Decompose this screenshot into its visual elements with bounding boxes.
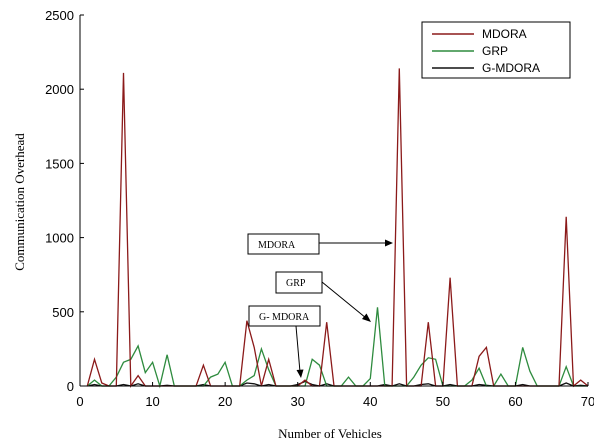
- tick-labels: 0 10 20 30 40 50 60 70 0 500 1000 1500 2000 2500: [45, 8, 594, 409]
- annotations: MDORA GRP G- MDORA: [247, 233, 393, 378]
- annotation-arrowhead-mdora: [385, 239, 393, 247]
- annotation-text-grp: GRP: [286, 278, 306, 289]
- x-tick-label: 40: [363, 394, 377, 409]
- x-tick-label: 20: [218, 394, 232, 409]
- plot-area: [86, 68, 589, 389]
- annotation-arrowhead-grp: [362, 313, 371, 322]
- annotation-box-gmdora: [248, 305, 321, 327]
- x-tick-label: 50: [436, 394, 450, 409]
- annotation-arrow-grp: [321, 281, 367, 319]
- y-tick-label: 2500: [45, 8, 74, 23]
- y-tick-label: 2000: [45, 82, 74, 97]
- y-tick-label: 0: [67, 379, 74, 394]
- annotation-text-gmdora: G- MDORA: [259, 312, 310, 323]
- annotation-arrowhead-gmdora: [296, 369, 304, 378]
- x-tick-label: 60: [508, 394, 522, 409]
- series-line-grp: [86, 307, 588, 389]
- annotation-arrow-gmdora: [295, 325, 301, 373]
- x-tick-label: 0: [76, 394, 83, 409]
- legend-label-mdora: MDORA: [482, 27, 527, 41]
- series-line-mdora: [86, 68, 589, 388]
- y-tick-label: 500: [52, 305, 74, 320]
- x-tick-label: 10: [145, 394, 159, 409]
- annotation-box-mdora: [247, 233, 320, 255]
- legend-label-grp: GRP: [482, 44, 508, 58]
- y-tick-label: 1500: [45, 156, 74, 171]
- x-tick-label: 30: [290, 394, 304, 409]
- legend-label-gmdora: G-MDORA: [482, 61, 540, 75]
- y-axis-label: Communication Overhead: [12, 133, 27, 271]
- legend: MDORA GRP G-MDORA: [421, 21, 571, 79]
- axes: [79, 14, 589, 387]
- annotation-text-mdora: MDORA: [258, 240, 296, 251]
- series-line-g-mdora: [87, 380, 589, 387]
- x-axis-label: Number of Vehicles: [278, 426, 382, 441]
- x-tick-label: 70: [581, 394, 594, 409]
- y-tick-label: 1000: [45, 231, 74, 246]
